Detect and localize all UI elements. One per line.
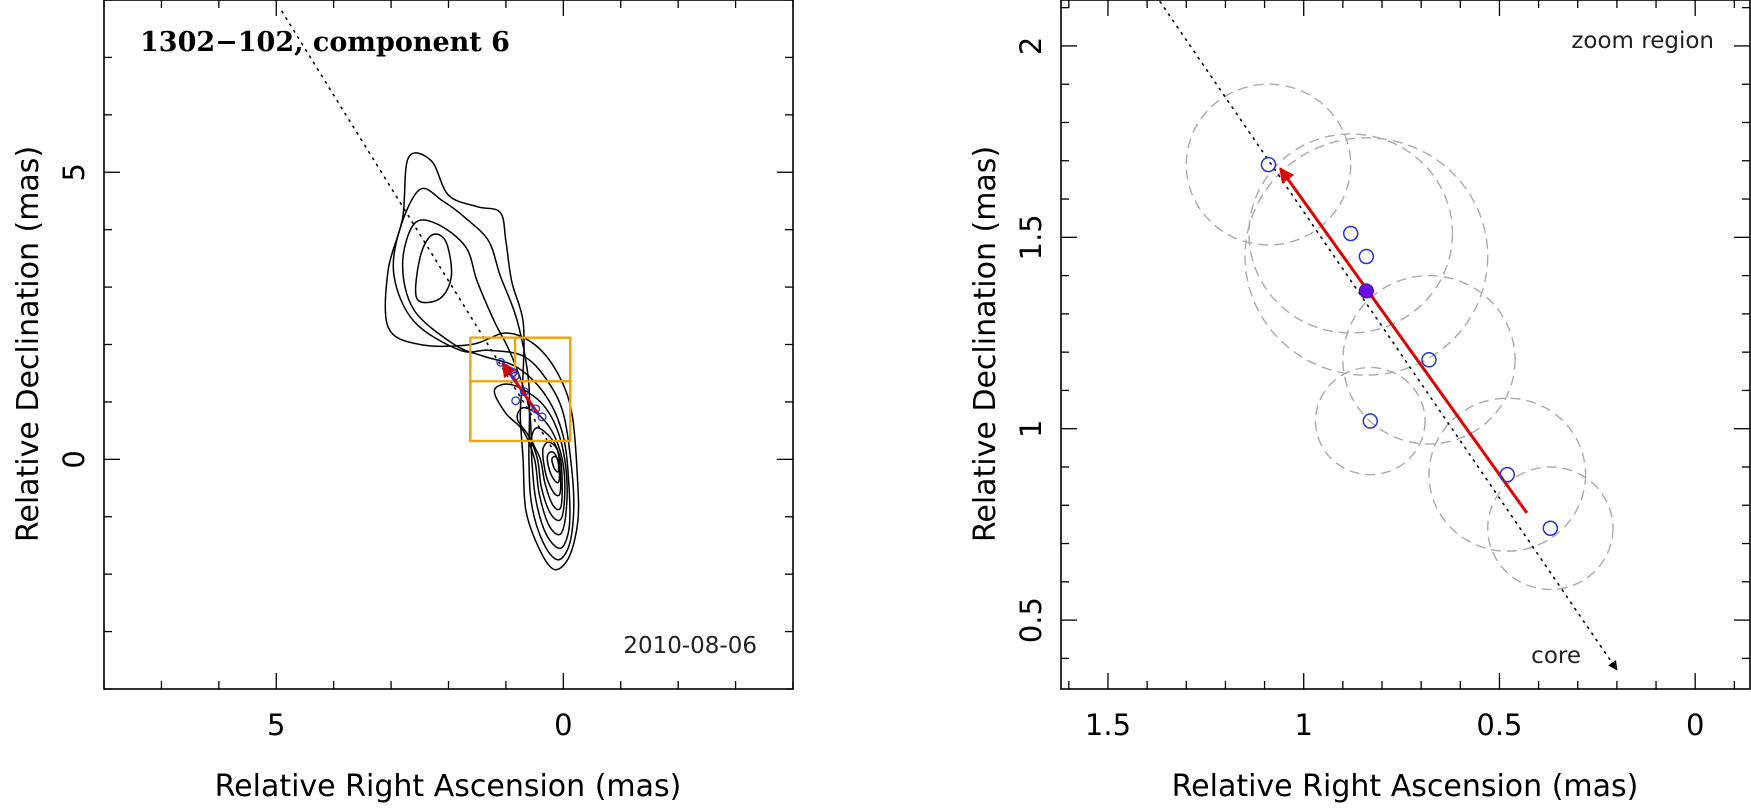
component-markers: [496, 357, 547, 422]
component-point: [537, 412, 547, 422]
right-x-axis-label: Relative Right Ascension (mas): [1172, 769, 1639, 804]
error-circle: [1185, 83, 1352, 246]
component-point: [1358, 248, 1375, 265]
right-y-tick-label: 1: [1014, 419, 1048, 437]
right-y-tick-label: 1.5: [1014, 214, 1048, 260]
error-circle: [1342, 274, 1516, 445]
contour-line: [384, 152, 580, 571]
component-point: [510, 371, 520, 381]
left-axes-frame: [103, 0, 794, 690]
component-point: [519, 387, 529, 397]
contour-line: [493, 383, 568, 536]
observation-date: 2010-08-06: [623, 633, 757, 659]
right-tick-labels: 1.5 1 0.5 0 0.5 1 1.5 2: [1014, 37, 1704, 742]
component-point: [1542, 520, 1559, 536]
core-label: core: [1531, 643, 1581, 669]
contour-line: [392, 187, 575, 561]
component-point: [511, 396, 521, 406]
left-x-axis-label: Relative Right Ascension (mas): [215, 769, 682, 804]
right-x-tick-label: 1.5: [1085, 708, 1131, 742]
component-point: [1362, 413, 1379, 429]
contour-line: [551, 455, 560, 473]
component-point: [1342, 225, 1359, 242]
chart-title: 1302−102, component 6: [140, 27, 510, 58]
contour-line: [414, 233, 453, 304]
right-x-tick-label: 0: [1686, 708, 1704, 742]
mean-position-marker: [1358, 283, 1374, 299]
left-tick-labels: 5 0 5 0: [57, 163, 573, 742]
track-line: [281, 10, 553, 449]
component-markers: [1260, 156, 1559, 536]
left-panel: 5 0 5 0 1302−102, component 6 2010-08-06 Re…: [11, 0, 794, 804]
zoom-box: [514, 336, 572, 383]
contour-line: [516, 406, 566, 522]
right-x-tick-label: 0.5: [1476, 708, 1522, 742]
component-point: [531, 404, 541, 414]
error-circle: [1487, 466, 1614, 591]
contour-line: [531, 427, 563, 511]
right-x-tick-label: 1: [1294, 708, 1312, 742]
contour-line: [546, 451, 561, 484]
left-x-tick-label: 5: [267, 708, 285, 742]
velocity-vector: [1279, 167, 1529, 514]
contour-map: [384, 152, 580, 571]
component-point: [1260, 156, 1277, 173]
component-point: [1421, 352, 1437, 368]
error-circle: [1314, 366, 1426, 476]
right-y-tick-label: 2: [1014, 37, 1048, 55]
right-panel: 1.5 1 0.5 0 0.5 1 1.5 2 zoom region core Relati…: [968, 0, 1751, 804]
error-circle: [1248, 133, 1454, 334]
left-y-tick-label: 0: [57, 450, 91, 468]
left-axis-ticks: [103, 0, 794, 690]
right-axes-frame: [1060, 0, 1751, 690]
error-circle: [1428, 397, 1587, 552]
left-y-axis-label: Relative Declination (mas): [11, 146, 46, 542]
contour-line: [541, 441, 562, 497]
right-plot-area: [1157, 0, 1618, 671]
error-circles: [1185, 83, 1614, 591]
track-line-to-core: [1157, 0, 1618, 671]
contour-line: [401, 219, 571, 550]
component-point: [1499, 466, 1516, 483]
left-y-tick-label: 5: [57, 163, 91, 181]
component-point: [496, 357, 506, 367]
zoom-region-label: zoom region: [1571, 28, 1714, 54]
right-y-axis-label: Relative Declination (mas): [968, 146, 1003, 542]
right-y-tick-label: 0.5: [1014, 597, 1048, 643]
zoom-region-boxes: [469, 336, 572, 443]
left-x-tick-label: 0: [554, 708, 572, 742]
error-circle: [1244, 137, 1489, 376]
right-axis-ticks: [1061, 0, 1750, 689]
left-plot-area: [281, 10, 580, 571]
